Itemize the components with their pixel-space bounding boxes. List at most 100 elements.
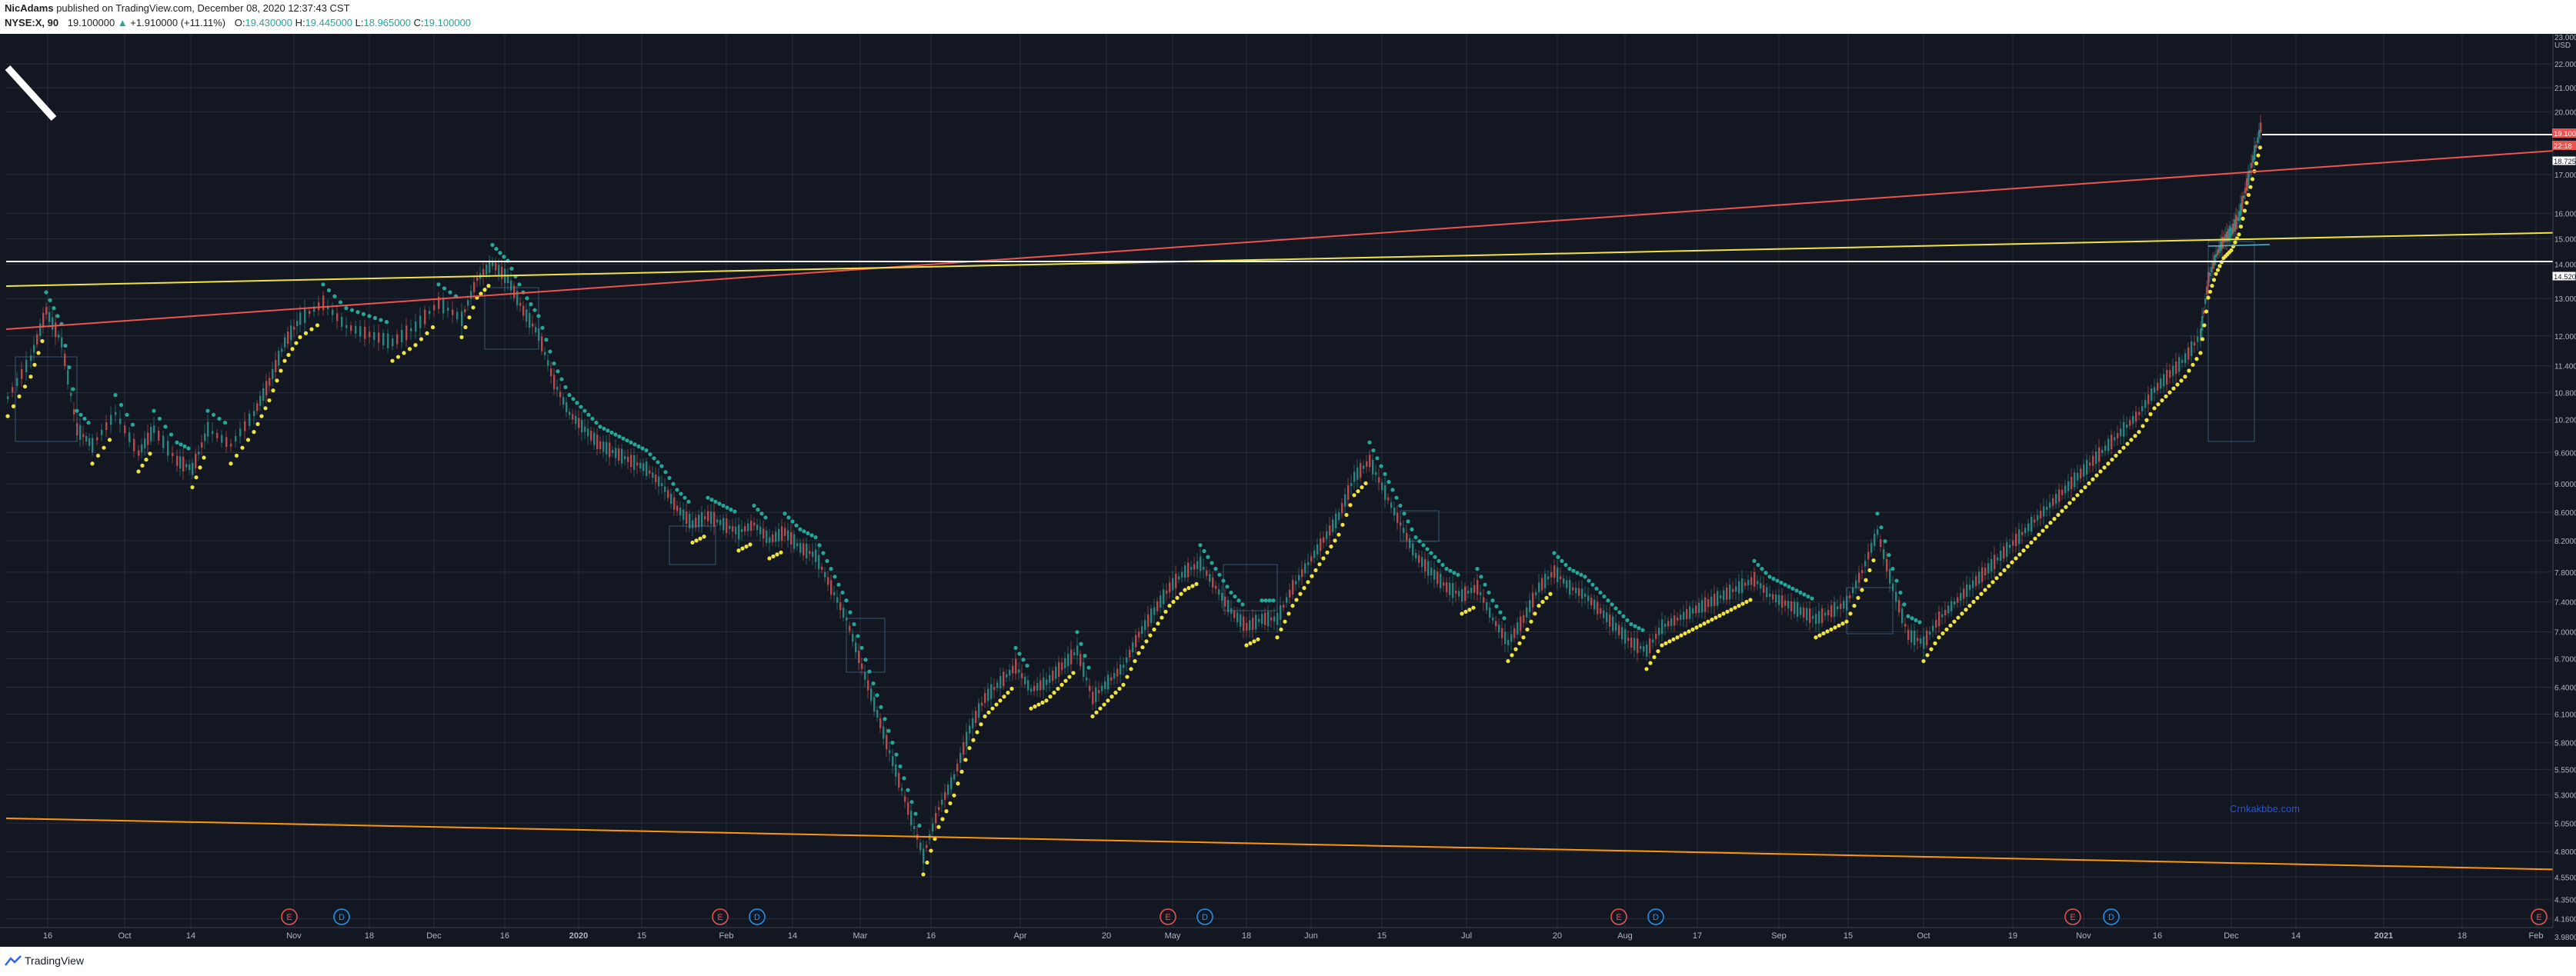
price-tick: 5.300000 bbox=[2554, 791, 2576, 800]
currency-label: USD bbox=[2554, 42, 2571, 50]
price-tick: 4.800000 bbox=[2554, 848, 2576, 857]
chart-header: NicAdams published on TradingView.com, D… bbox=[0, 0, 2576, 34]
earnings-icon[interactable]: E bbox=[712, 908, 729, 925]
time-tick: May bbox=[1165, 931, 1181, 941]
svg-text:D: D bbox=[1653, 913, 1659, 922]
svg-text:D: D bbox=[2108, 913, 2114, 922]
author-name[interactable]: NicAdams bbox=[5, 2, 54, 14]
earnings-icon[interactable]: E bbox=[1610, 908, 1627, 925]
short-teal-line bbox=[2207, 244, 2271, 247]
last-price: 19.100000 bbox=[67, 17, 115, 28]
price-tick: 5.800000 bbox=[2554, 739, 2576, 748]
time-tick: Nov bbox=[286, 931, 302, 941]
dividend-icon[interactable]: D bbox=[333, 908, 350, 925]
symbol-name[interactable]: NYSE:X, 90 bbox=[5, 17, 59, 28]
time-tick: Aug bbox=[1617, 931, 1633, 941]
tradingview-logo[interactable]: TradingView bbox=[5, 954, 84, 967]
time-tick: 14 bbox=[186, 931, 195, 941]
dividend-icon[interactable]: D bbox=[1647, 908, 1664, 925]
time-tick: 15 bbox=[1844, 931, 1853, 941]
svg-text:22:18: 22:18 bbox=[2554, 142, 2572, 151]
earnings-icon[interactable]: E bbox=[2531, 908, 2548, 925]
dividend-icon[interactable]: D bbox=[2103, 908, 2120, 925]
teal-indicator-dots bbox=[44, 242, 1922, 828]
time-tick: Apr bbox=[1013, 931, 1026, 941]
time-tick: Sep bbox=[1771, 931, 1787, 941]
price-label-box: 22:18 bbox=[2552, 141, 2576, 151]
price-tick: 12.000000 bbox=[2554, 333, 2576, 341]
time-tick: 20 bbox=[1553, 931, 1562, 941]
time-scale[interactable]: 16 Oct 14 Nov 18 Dec 16 2020 15 Feb 14 Mar 16 Apr 20 Ma… bbox=[0, 927, 2553, 947]
price-scale[interactable]: 23.000000USD 22.000000 21.000000 20.000000 1… bbox=[2551, 34, 2576, 947]
price-tick: 13.000000 bbox=[2554, 295, 2576, 304]
time-tick: Mar bbox=[853, 931, 868, 941]
time-tick: 20 bbox=[1102, 931, 1111, 941]
price-tick: 8.200000 bbox=[2554, 538, 2576, 546]
price-tick: 20.000000 bbox=[2554, 108, 2576, 117]
price-tick: 4.160000 bbox=[2554, 916, 2576, 924]
price-tick: 14.000000 bbox=[2554, 261, 2576, 270]
price-tick: 5.550000 bbox=[2554, 766, 2576, 774]
svg-text:18.725000: 18.725000 bbox=[2554, 158, 2576, 166]
price-tick: 15.000000 bbox=[2554, 235, 2576, 244]
time-tick: Jun bbox=[1304, 931, 1318, 941]
grid-lines bbox=[6, 34, 2551, 938]
time-tick: Oct bbox=[118, 931, 131, 941]
time-tick: Feb bbox=[719, 931, 734, 941]
time-tick: 15 bbox=[637, 931, 646, 941]
price-tick: 3.980000 bbox=[2554, 934, 2576, 942]
price-chart[interactable]: 23.000000USD 22.000000 21.000000 20.000000 1… bbox=[0, 34, 2576, 947]
symbol-legend: NYSE:X, 90 19.100000 ▲ +1.910000 (+11.11… bbox=[5, 17, 471, 28]
price-tick: 10.800000 bbox=[2554, 390, 2576, 398]
price-label-box: 18.725000 bbox=[2551, 155, 2576, 166]
time-tick: Oct bbox=[1917, 931, 1930, 941]
price-tick: 11.400000 bbox=[2554, 363, 2576, 371]
earnings-icon[interactable]: E bbox=[281, 908, 298, 925]
price-tick-partial: 23.000000 bbox=[2554, 34, 2576, 42]
tradingview-logo-icon bbox=[5, 955, 22, 966]
price-tick: 21.000000 bbox=[2554, 85, 2576, 93]
price-change: +1.910000 (+11.11%) bbox=[130, 17, 226, 28]
time-tick: 19 bbox=[2008, 931, 2017, 941]
orange-trendline[interactable] bbox=[5, 818, 2576, 871]
dividend-icon[interactable]: D bbox=[749, 908, 766, 925]
yellow-indicator-dots bbox=[5, 145, 2263, 877]
time-tick: Feb bbox=[2529, 931, 2544, 941]
chart-area[interactable]: 23.000000USD 22.000000 21.000000 20.000000 1… bbox=[0, 34, 2576, 947]
time-tick: Dec bbox=[2224, 931, 2239, 941]
svg-text:E: E bbox=[1616, 913, 1621, 922]
price-tick: 7.400000 bbox=[2554, 599, 2576, 608]
red-trendline[interactable] bbox=[5, 148, 2576, 330]
yellow-trendline[interactable] bbox=[5, 232, 2576, 287]
earnings-icon[interactable]: E bbox=[2064, 908, 2081, 925]
time-tick: 2021 bbox=[2374, 931, 2393, 941]
svg-text:E: E bbox=[2536, 913, 2541, 922]
open-label: O: bbox=[234, 17, 245, 28]
earnings-icon[interactable]: E bbox=[1160, 908, 1176, 925]
price-tick: 6.400000 bbox=[2554, 684, 2576, 692]
publish-text: published on TradingView.com, December 0… bbox=[56, 2, 350, 14]
low-value: 18.965000 bbox=[363, 17, 411, 28]
price-tick: 4.350000 bbox=[2554, 896, 2576, 904]
time-tick: 14 bbox=[2291, 931, 2301, 941]
price-tick: 7.800000 bbox=[2554, 569, 2576, 578]
price-tick: 7.000000 bbox=[2554, 629, 2576, 638]
brush-stroke bbox=[5, 65, 57, 122]
time-tick: 2020 bbox=[569, 931, 588, 941]
time-tick: 16 bbox=[2153, 931, 2162, 941]
close-value: 19.100000 bbox=[423, 17, 472, 28]
price-tick: 16.000000 bbox=[2554, 210, 2576, 218]
time-tick: Dec bbox=[426, 931, 442, 941]
watermark-text: Crnkakbbe.com bbox=[2230, 803, 2300, 814]
svg-text:E: E bbox=[2070, 913, 2075, 922]
dividend-icon[interactable]: D bbox=[1196, 908, 1213, 925]
price-tick: 22.000000 bbox=[2554, 61, 2576, 69]
high-label: H: bbox=[295, 17, 305, 28]
price-tick: 8.600000 bbox=[2554, 509, 2576, 518]
price-tick: 10.200000 bbox=[2554, 417, 2576, 425]
time-tick: 18 bbox=[1242, 931, 1251, 941]
price-tick: 4.550000 bbox=[2554, 874, 2576, 882]
change-up-icon: ▲ bbox=[117, 17, 128, 28]
time-tick: 16 bbox=[43, 931, 52, 941]
